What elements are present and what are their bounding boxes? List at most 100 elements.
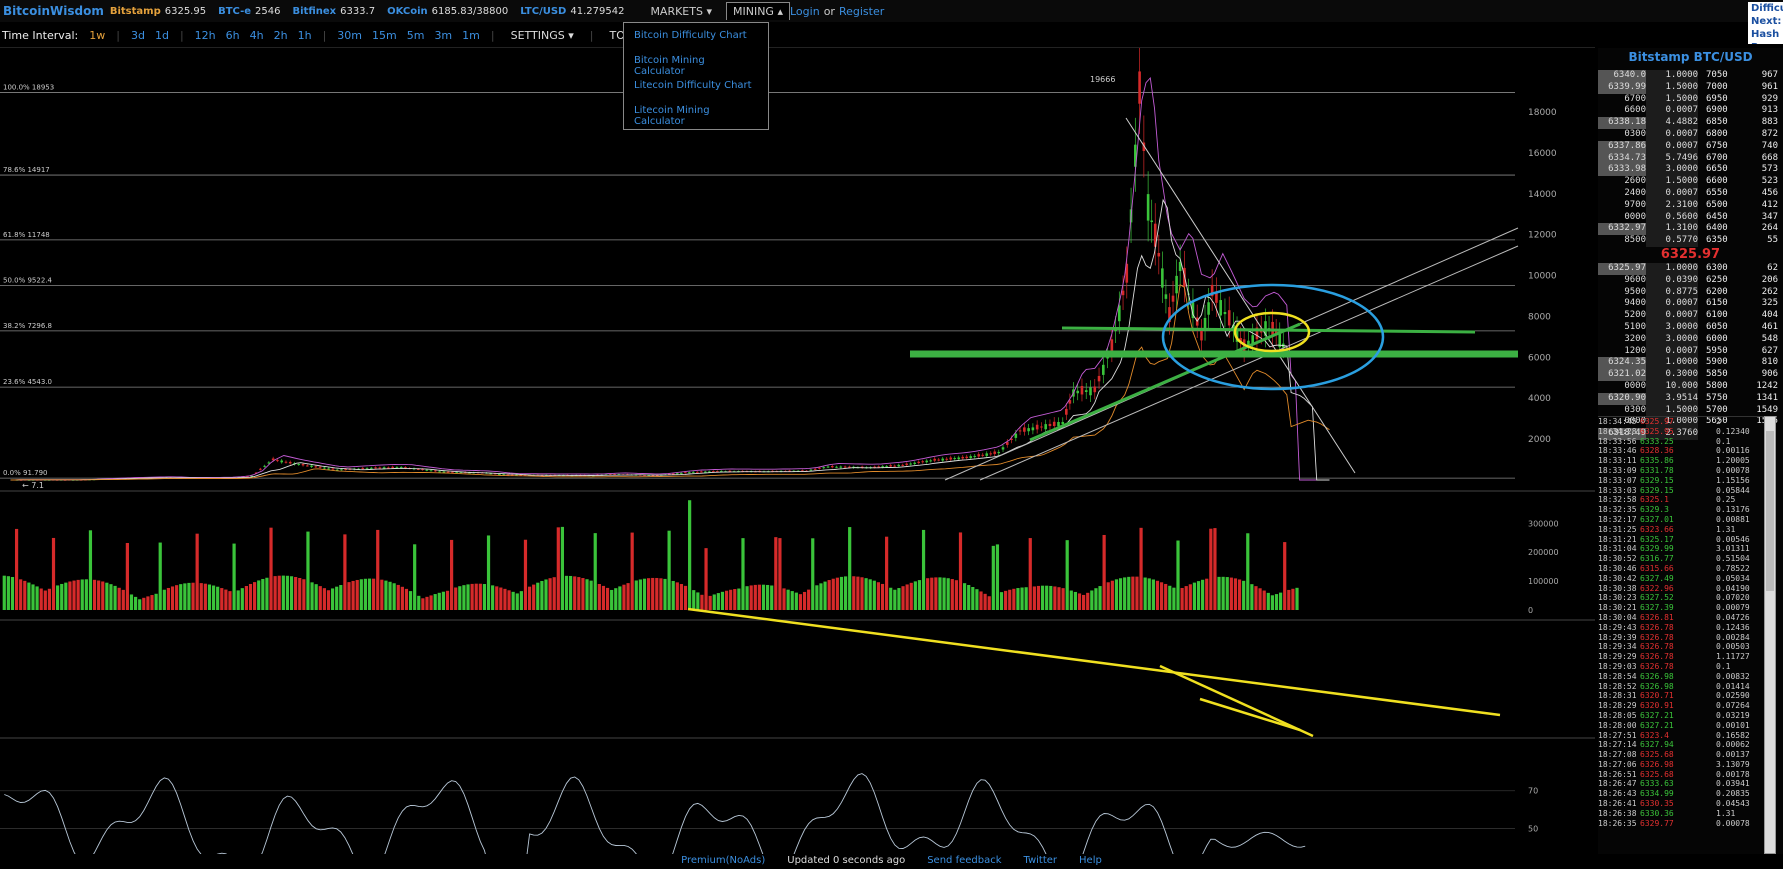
interval-6h[interactable]: 6h: [225, 29, 240, 42]
interval-2h[interactable]: 2h: [273, 29, 288, 42]
menu-item-litecoin-difficulty[interactable]: Litecoin Difficulty Chart: [634, 80, 752, 91]
candle-body: [1048, 423, 1052, 426]
ticker-ltcusd[interactable]: LTC/USD 41.279542: [520, 6, 624, 17]
volume-bar: [170, 586, 175, 610]
trade-time: 18:30:52: [1598, 554, 1637, 564]
candle-body: [704, 471, 707, 473]
brand-logo[interactable]: BitcoinWisdom: [3, 4, 104, 18]
trade-price: 6327.94: [1640, 740, 1674, 750]
price-cell: 6320.90: [1598, 392, 1646, 405]
interval-3m[interactable]: 3m: [434, 29, 453, 42]
bid-row[interactable]: 6320.90 3.9514 5750 1341: [1598, 392, 1783, 405]
ask-row[interactable]: 0300 0.0007 6800 872: [1598, 128, 1783, 141]
help-link[interactable]: Help: [1079, 855, 1102, 866]
trade-amount: 0.00284: [1716, 632, 1750, 642]
ask-row[interactable]: 2400 0.0007 6550 456: [1598, 187, 1783, 200]
chart-area[interactable]: 2000 4000 6000 8000 10000 12000 14000 16000 1800…: [0, 38, 1595, 869]
price-cell: 6600: [1624, 105, 1646, 116]
bid-row[interactable]: 5100 3.0000 6050 461: [1598, 321, 1783, 334]
premium-link[interactable]: Premium(NoAds): [681, 855, 766, 866]
volume-bar: [835, 577, 839, 610]
markets-menu[interactable]: MARKETS ▾: [644, 3, 718, 20]
ask-row[interactable]: 6338.18 4.4882 6850 883: [1598, 117, 1783, 129]
ask-row[interactable]: 6333.98 3.0000 6650 573: [1598, 164, 1783, 177]
difficulty-panel[interactable]: Difficu Next: Hash R: [1748, 2, 1783, 44]
volume-bar: [138, 599, 142, 610]
fib-level-label: 78.6% 14917: [3, 166, 50, 174]
trade-amount: 0.02590: [1716, 691, 1750, 701]
bid-row[interactable]: 5200 0.0007 6100 404: [1598, 310, 1783, 322]
price-chart[interactable]: 2000 4000 6000 8000 10000 12000 14000 16000 1800…: [0, 38, 1595, 869]
trade-price: 6334.99: [1640, 789, 1674, 799]
ask-row[interactable]: 6340.0 1.0000 7050 967: [1598, 70, 1783, 82]
ask-row[interactable]: 6339.99 1.5000 7000 961: [1598, 81, 1783, 94]
interval-4h[interactable]: 4h: [249, 29, 264, 42]
ask-row[interactable]: 8500 0.5770 6350 55: [1598, 235, 1783, 247]
candle-body: [973, 455, 977, 457]
price-cell: 9400: [1624, 298, 1646, 309]
bid-row[interactable]: 6324.35 1.0000 5900 810: [1598, 357, 1783, 370]
volume-bar: [421, 598, 425, 610]
interval-1h[interactable]: 1h: [297, 29, 312, 42]
ticker-bitstamp[interactable]: Bitstamp 6325.95: [110, 6, 206, 17]
candle-body: [1146, 194, 1150, 221]
volume-bar: [564, 575, 569, 610]
trade-amount: 0.25: [1716, 495, 1736, 505]
volume-bar: [995, 544, 1000, 610]
ask-row[interactable]: 6600 0.0007 6900 913: [1598, 105, 1783, 118]
ask-row[interactable]: 9700 2.3100 6500 412: [1598, 199, 1783, 212]
ask-row[interactable]: 0000 0.5600 6450 347: [1598, 211, 1783, 224]
bid-row[interactable]: 3200 3.0000 6000 548: [1598, 333, 1783, 346]
candle-body: [897, 464, 901, 467]
bid-row[interactable]: 9400 0.0007 6150 325: [1598, 298, 1783, 311]
trade-history[interactable]: 18:34:45 6325.97 2 18:34:28 6325.95 0.12340 18…: [1598, 416, 1764, 854]
bid-row[interactable]: 9600 0.0390 6250 206: [1598, 274, 1783, 287]
trade-scrollbar[interactable]: [1764, 416, 1776, 854]
interval-1d[interactable]: 1d: [154, 29, 169, 42]
menu-item-bitcoin-difficulty[interactable]: Bitcoin Difficulty Chart: [634, 30, 747, 41]
interval-5m[interactable]: 5m: [406, 29, 425, 42]
ask-row[interactable]: 2600 1.5000 6600 523: [1598, 176, 1783, 188]
ticker-bitfinex[interactable]: Bitfinex 6333.7: [293, 6, 376, 17]
register-link[interactable]: Register: [838, 4, 885, 18]
bid-row[interactable]: 0300 1.5000 5700 1549: [1598, 404, 1783, 417]
scrollbar-thumb[interactable]: [1766, 431, 1774, 591]
volume-bar: [298, 577, 302, 610]
depth-sum-cell: 872: [1761, 128, 1778, 139]
ask-row[interactable]: 6700 1.5000 6950 929: [1598, 93, 1783, 106]
bid-row[interactable]: 6325.97 1.0000 6300 62: [1598, 262, 1783, 275]
candle-body: [893, 465, 897, 467]
interval-1w[interactable]: 1w: [89, 29, 106, 42]
volume-bar: [733, 589, 737, 610]
menu-item-bitcoin-calculator[interactable]: Bitcoin Mining Calculator: [634, 55, 705, 77]
bid-row[interactable]: 6321.02 0.3000 5850 906: [1598, 369, 1783, 381]
interval-12h[interactable]: 12h: [194, 29, 216, 42]
difficulty-label: Difficu: [1751, 3, 1783, 14]
ticker-okcoin[interactable]: OKCoin 6185.83/38800: [387, 6, 508, 17]
trade-row: 18:30:52 6316.77 0.51504: [1598, 554, 1764, 564]
bid-row[interactable]: 9500 0.8775 6200 262: [1598, 286, 1783, 299]
ask-row[interactable]: 6332.97 1.3100 6400 264: [1598, 223, 1783, 236]
interval-3d[interactable]: 3d: [130, 29, 145, 42]
interval-30m[interactable]: 30m: [337, 29, 362, 42]
mining-menu[interactable]: MINING ▴: [726, 2, 790, 20]
interval-15m[interactable]: 15m: [372, 29, 397, 42]
ask-row[interactable]: 6337.86 0.0007 6750 740: [1598, 140, 1783, 153]
trade-time: 18:33:11: [1598, 456, 1637, 466]
bid-row[interactable]: 1200 0.0007 5950 627: [1598, 345, 1783, 358]
twitter-link[interactable]: Twitter: [1023, 855, 1058, 866]
volume-bar: [597, 584, 601, 610]
settings-menu[interactable]: SETTINGS ▾: [511, 29, 574, 42]
menu-item-litecoin-calculator[interactable]: Litecoin Mining Calculator: [634, 105, 710, 127]
depth-sum-cell: 548: [1761, 333, 1778, 344]
candle-body: [830, 466, 834, 468]
ticker-btce[interactable]: BTC-e 2546: [218, 6, 280, 17]
feedback-link[interactable]: Send feedback: [927, 855, 1002, 866]
ask-row[interactable]: 6334.73 5.7496 6700 668: [1598, 152, 1783, 165]
trade-price: 6331.78: [1640, 465, 1674, 475]
login-link[interactable]: Login: [790, 4, 820, 18]
interval-1m[interactable]: 1m: [462, 29, 480, 42]
candle-body: [455, 471, 458, 473]
bid-row[interactable]: 0000 10.000 5800 1242: [1598, 380, 1783, 393]
bid-row[interactable]: 6318.49 2.3760: [1598, 428, 1783, 440]
